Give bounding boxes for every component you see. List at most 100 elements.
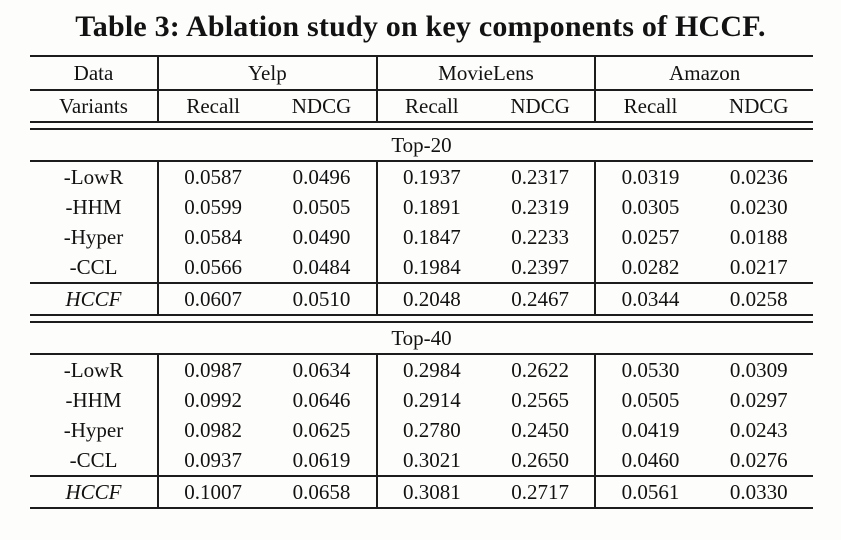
cell-value: 0.2467: [511, 286, 570, 311]
table-row: -Hyper 0.0584 0.0490 0.1847 0.2233 0.0257 0.01…: [30, 222, 813, 252]
cell-value: 0.2233: [511, 224, 570, 249]
variant-label: HCCF: [65, 286, 122, 311]
cell-value: 0.0992: [157, 385, 267, 415]
variant-label: -Hyper: [63, 224, 124, 249]
variant-label: -LowR: [63, 164, 124, 189]
cell-value: 0.3021: [375, 445, 486, 475]
cell-value: 0.1937: [375, 162, 486, 192]
cell-value: 0.0566: [157, 252, 267, 282]
cell-value: 0.0634: [292, 357, 351, 382]
cell-value: 0.2565: [511, 387, 570, 412]
section-header-rule: [30, 160, 813, 162]
variant-label: HCCF: [65, 479, 122, 504]
cell-value: 0.0607: [157, 284, 267, 314]
section-divider-double-rule: [30, 121, 813, 130]
cell-value: 0.0937: [157, 445, 267, 475]
header-row-metrics: Variants Recall NDCG Recall NDCG Recall …: [30, 91, 813, 121]
table-row: -HHM 0.0599 0.0505 0.1891 0.2319 0.0305 0.0230: [30, 192, 813, 222]
header-dataset-yelp: Yelp: [157, 57, 376, 89]
cell-value: 0.1847: [375, 222, 486, 252]
section-label-row: Top-40: [30, 323, 813, 353]
header-variants: Variants: [59, 93, 128, 118]
cell-value: 0.0599: [157, 192, 267, 222]
table-row: -HHM 0.0992 0.0646 0.2914 0.2565 0.0505 0.0297: [30, 385, 813, 415]
header-row-datasets: Data Yelp MovieLens Amazon: [30, 57, 813, 89]
cell-value: 0.0496: [292, 164, 351, 189]
cell-value: 0.0258: [729, 286, 788, 311]
cell-value: 0.0330: [729, 479, 788, 504]
cell-value: 0.0982: [157, 415, 267, 445]
header-amazon-ndcg: NDCG: [729, 93, 789, 118]
cell-value: 0.0282: [594, 252, 704, 282]
cell-value: 0.0188: [729, 224, 788, 249]
cell-value: 0.0419: [594, 415, 704, 445]
cell-value: 0.2650: [511, 447, 570, 472]
cell-value: 0.0625: [292, 417, 351, 442]
cell-value: 0.3081: [375, 477, 486, 507]
cell-value: 0.0561: [594, 477, 704, 507]
cell-value: 0.2717: [511, 479, 570, 504]
cell-value: 0.0987: [157, 355, 267, 385]
header-movielens-ndcg: NDCG: [510, 93, 570, 118]
section-label: Top-40: [391, 325, 452, 350]
variant-label: -LowR: [63, 357, 124, 382]
cell-value: 0.0297: [729, 387, 788, 412]
table-bottom-rule: [30, 507, 813, 509]
cell-value: 0.1891: [375, 192, 486, 222]
cell-value: 0.0305: [594, 192, 704, 222]
header-dataset-amazon: Amazon: [594, 57, 813, 89]
cell-value: 0.0530: [594, 355, 704, 385]
cell-value: 0.0243: [729, 417, 788, 442]
table-row: HCCF 0.1007 0.0658 0.3081 0.2717 0.0561 0.0330: [30, 477, 813, 507]
row-separator-rule: [30, 282, 813, 284]
variant-label: -Hyper: [63, 417, 124, 442]
header-divider-rule: [30, 89, 813, 91]
table-top-rule: [30, 55, 813, 57]
cell-value: 0.0236: [729, 164, 788, 189]
ablation-table: Data Yelp MovieLens Amazon Variants Reca…: [30, 55, 813, 509]
variant-label: -HHM: [65, 194, 122, 219]
cell-value: 0.0309: [729, 357, 788, 382]
cell-value: 0.2048: [375, 284, 486, 314]
cell-value: 0.0584: [157, 222, 267, 252]
cell-value: 0.2319: [511, 194, 570, 219]
section-label: Top-20: [391, 132, 452, 157]
cell-value: 0.2984: [375, 355, 486, 385]
table-row: -LowR 0.0587 0.0496 0.1937 0.2317 0.0319 0.023…: [30, 162, 813, 192]
cell-value: 0.2914: [375, 385, 486, 415]
cell-value: 0.1984: [375, 252, 486, 282]
cell-value: 0.0344: [594, 284, 704, 314]
header-yelp-ndcg: NDCG: [291, 93, 352, 118]
cell-value: 0.2780: [375, 415, 486, 445]
row-separator-rule: [30, 475, 813, 477]
cell-value: 0.0646: [292, 387, 351, 412]
header-movielens-recall: Recall: [375, 91, 486, 121]
section-header-rule: [30, 353, 813, 355]
variant-label: -CCL: [69, 447, 118, 472]
table-row: -CCL 0.0566 0.0484 0.1984 0.2397 0.0282 0.0217: [30, 252, 813, 282]
cell-value: 0.0658: [292, 479, 351, 504]
table-row: -LowR 0.0987 0.0634 0.2984 0.2622 0.0530 0.030…: [30, 355, 813, 385]
cell-value: 0.0319: [594, 162, 704, 192]
cell-value: 0.2317: [511, 164, 570, 189]
cell-value: 0.1007: [157, 477, 267, 507]
cell-value: 0.2397: [511, 254, 570, 279]
header-dataset-movielens: MovieLens: [375, 57, 595, 89]
cell-value: 0.2450: [511, 417, 570, 442]
table-row: HCCF 0.0607 0.0510 0.2048 0.2467 0.0344 0.0258: [30, 284, 813, 314]
cell-value: 0.2622: [511, 357, 570, 382]
table-body: Top-20 -LowR 0.0587 0.0496 0.1937 0.2317 0.031…: [30, 121, 813, 507]
table-row: -Hyper 0.0982 0.0625 0.2780 0.2450 0.0419 0.02…: [30, 415, 813, 445]
cell-value: 0.0619: [292, 447, 351, 472]
cell-value: 0.0505: [594, 385, 704, 415]
cell-value: 0.0217: [729, 254, 788, 279]
cell-value: 0.0276: [729, 447, 788, 472]
cell-value: 0.0484: [292, 254, 351, 279]
variant-label: -HHM: [65, 387, 122, 412]
section-divider-double-rule: [30, 314, 813, 323]
cell-value: 0.0460: [594, 445, 704, 475]
table-row: -CCL 0.0937 0.0619 0.3021 0.2650 0.0460 0.0276: [30, 445, 813, 475]
variant-label: -CCL: [69, 254, 118, 279]
cell-value: 0.0257: [594, 222, 704, 252]
header-yelp-recall: Recall: [157, 91, 267, 121]
